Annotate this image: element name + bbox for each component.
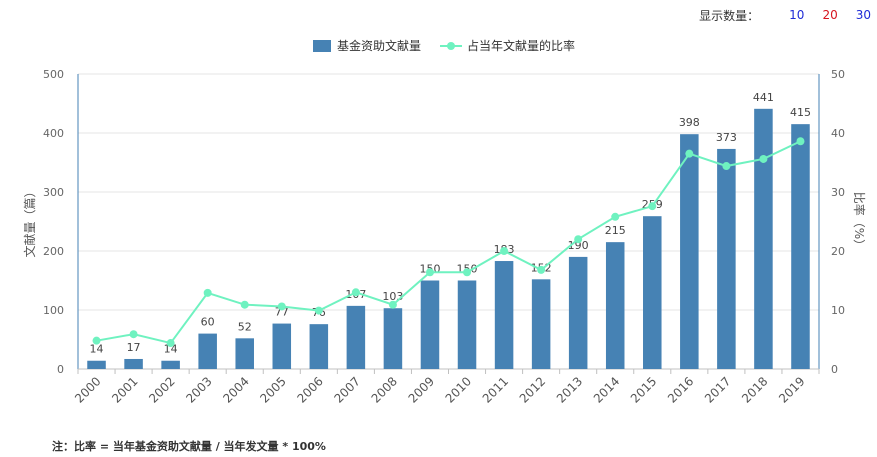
x-tick-label: 2009 bbox=[406, 374, 437, 405]
y2-tick-label: 20 bbox=[831, 245, 845, 258]
x-tick-label: 2007 bbox=[331, 374, 362, 405]
ratio-point bbox=[611, 212, 620, 221]
legend-bar-label: 基金资助文献量 bbox=[337, 38, 421, 53]
bar-data-label: 373 bbox=[716, 131, 737, 144]
y2-tick-label: 10 bbox=[831, 304, 845, 317]
y2-axis-title: 比率（%） bbox=[852, 192, 867, 251]
display-count-20[interactable]: 20 bbox=[822, 8, 838, 22]
display-count-label: 显示数量： bbox=[699, 8, 760, 23]
x-tick-label: 2012 bbox=[517, 374, 548, 405]
bar bbox=[791, 124, 810, 370]
ratio-point bbox=[314, 306, 323, 315]
legend-line-marker bbox=[447, 42, 455, 50]
ratio-point bbox=[425, 268, 434, 277]
ratio-point bbox=[722, 162, 731, 171]
ratio-point bbox=[388, 300, 397, 309]
bar bbox=[754, 108, 773, 369]
bar bbox=[235, 338, 254, 369]
bar bbox=[161, 360, 180, 369]
bar bbox=[568, 256, 588, 369]
ratio-point bbox=[351, 288, 360, 297]
x-tick-label: 2011 bbox=[480, 374, 511, 405]
ratio-point bbox=[648, 202, 657, 211]
x-tick-label: 2016 bbox=[665, 374, 696, 405]
ratio-point bbox=[537, 265, 546, 274]
bar bbox=[272, 323, 292, 369]
y-tick-label: 300 bbox=[43, 186, 64, 199]
x-tick-label: 2015 bbox=[628, 374, 659, 405]
ratio-line bbox=[96, 140, 801, 345]
bar-data-label: 14 bbox=[164, 343, 178, 356]
x-tick-label: 2004 bbox=[220, 374, 251, 405]
bar bbox=[531, 279, 551, 369]
bar bbox=[124, 358, 143, 369]
x-tick-label: 2002 bbox=[146, 374, 177, 405]
bar-data-label: 441 bbox=[753, 91, 774, 104]
bar-data-label: 14 bbox=[90, 343, 104, 356]
bar-data-label: 215 bbox=[605, 224, 626, 237]
bar-data-label: 415 bbox=[790, 106, 811, 119]
bar bbox=[717, 148, 736, 369]
x-tick-label: 2017 bbox=[702, 374, 733, 405]
ratio-point bbox=[129, 330, 138, 339]
bar bbox=[309, 324, 329, 369]
y2-tick-label: 50 bbox=[831, 68, 845, 81]
footnote: 注：比率 = 当年基金资助文献量 / 当年发文量 * 100% bbox=[52, 440, 326, 453]
y-axis-title: 文献量（篇） bbox=[22, 185, 37, 257]
bar-data-label: 190 bbox=[568, 239, 589, 252]
y2-tick-label: 0 bbox=[831, 363, 838, 376]
bar bbox=[643, 216, 662, 369]
bar bbox=[605, 242, 625, 369]
x-tick-label: 2008 bbox=[369, 374, 400, 405]
ratio-point bbox=[203, 288, 212, 297]
bar bbox=[494, 261, 514, 369]
bar bbox=[87, 360, 106, 369]
y-tick-label: 500 bbox=[43, 68, 64, 81]
bar-data-label: 398 bbox=[679, 116, 700, 129]
ratio-point bbox=[463, 268, 472, 277]
x-tick-label: 2014 bbox=[591, 374, 622, 405]
ratio-point bbox=[574, 235, 583, 244]
bar-data-label: 77 bbox=[275, 306, 289, 319]
ratio-point bbox=[796, 137, 805, 146]
x-tick-label: 2005 bbox=[257, 374, 288, 405]
y-tick-label: 200 bbox=[43, 245, 64, 258]
y-tick-label: 100 bbox=[43, 304, 64, 317]
funding-chart: 0 100 200 300 400 500 0 10 20 30 40 50 文献量（篇） 比率（%） 14… bbox=[22, 38, 867, 406]
ratio-point bbox=[240, 300, 249, 309]
bar bbox=[383, 308, 403, 369]
x-tick-label: 2019 bbox=[776, 374, 807, 405]
ratio-point bbox=[500, 247, 509, 255]
display-count-10[interactable]: 10 bbox=[789, 8, 805, 22]
x-tick-label: 2018 bbox=[739, 374, 770, 405]
display-count-selector: 显示数量： 10 20 30 bbox=[699, 6, 871, 24]
x-tick-label: 2001 bbox=[109, 374, 140, 405]
bar bbox=[420, 280, 440, 369]
x-tick-label: 2013 bbox=[554, 374, 585, 405]
x-tick-label: 2010 bbox=[443, 374, 474, 405]
bar bbox=[457, 280, 477, 369]
ratio-point bbox=[92, 336, 101, 345]
bar bbox=[198, 333, 217, 369]
ratio-point bbox=[759, 154, 768, 163]
y-tick-label: 400 bbox=[43, 127, 64, 140]
bar bbox=[346, 305, 366, 369]
x-tick-label: 2000 bbox=[72, 374, 103, 405]
y-tick-label: 0 bbox=[57, 363, 64, 376]
ratio-point bbox=[166, 339, 175, 348]
bar-data-label: 52 bbox=[238, 320, 252, 333]
legend-bar-swatch bbox=[313, 40, 331, 52]
y2-tick-label: 40 bbox=[831, 127, 845, 140]
bar-data-label: 17 bbox=[127, 341, 141, 354]
display-count-30[interactable]: 30 bbox=[855, 8, 871, 22]
x-tick-label: 2003 bbox=[183, 374, 214, 405]
legend-line-label: 占当年文献量的比率 bbox=[467, 38, 575, 53]
ratio-point bbox=[277, 302, 286, 311]
bar-data-label: 60 bbox=[201, 316, 215, 329]
bar bbox=[680, 134, 699, 369]
x-tick-label: 2006 bbox=[294, 374, 325, 405]
y2-tick-label: 30 bbox=[831, 186, 845, 199]
ratio-point bbox=[685, 149, 694, 158]
